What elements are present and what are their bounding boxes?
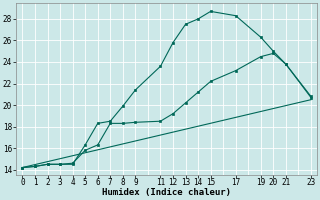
X-axis label: Humidex (Indice chaleur): Humidex (Indice chaleur)	[102, 188, 231, 197]
